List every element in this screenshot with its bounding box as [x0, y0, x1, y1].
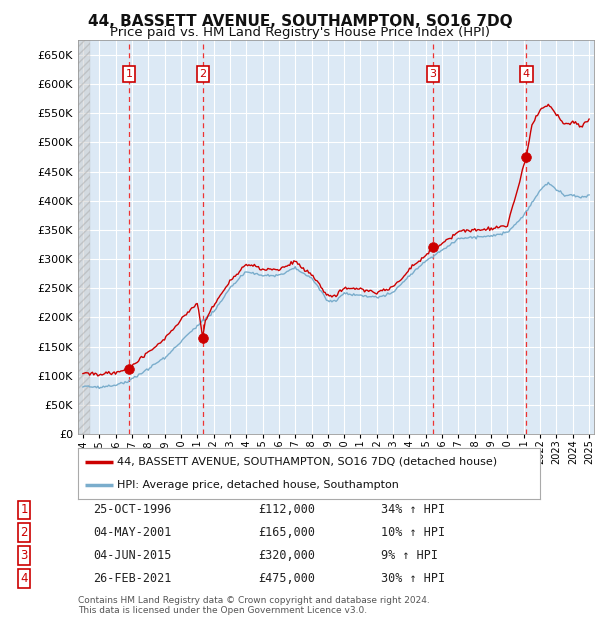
Text: 2: 2: [199, 69, 206, 79]
Bar: [78, 40, 90, 434]
Text: 2: 2: [20, 526, 28, 539]
Text: 4: 4: [523, 69, 530, 79]
Text: 44, BASSETT AVENUE, SOUTHAMPTON, SO16 7DQ: 44, BASSETT AVENUE, SOUTHAMPTON, SO16 7D…: [88, 14, 512, 29]
Text: 4: 4: [20, 572, 28, 585]
Text: 04-JUN-2015: 04-JUN-2015: [93, 549, 172, 562]
Text: Contains HM Land Registry data © Crown copyright and database right 2024.
This d: Contains HM Land Registry data © Crown c…: [78, 596, 430, 615]
Text: 44, BASSETT AVENUE, SOUTHAMPTON, SO16 7DQ (detached house): 44, BASSETT AVENUE, SOUTHAMPTON, SO16 7D…: [117, 457, 497, 467]
Text: 10% ↑ HPI: 10% ↑ HPI: [381, 526, 445, 539]
Text: £112,000: £112,000: [258, 503, 315, 516]
Text: 3: 3: [20, 549, 28, 562]
Text: 1: 1: [125, 69, 133, 79]
Text: 25-OCT-1996: 25-OCT-1996: [93, 503, 172, 516]
Text: 04-MAY-2001: 04-MAY-2001: [93, 526, 172, 539]
Text: £320,000: £320,000: [258, 549, 315, 562]
Text: Price paid vs. HM Land Registry's House Price Index (HPI): Price paid vs. HM Land Registry's House …: [110, 26, 490, 39]
Text: £475,000: £475,000: [258, 572, 315, 585]
Text: 9% ↑ HPI: 9% ↑ HPI: [381, 549, 438, 562]
Text: 30% ↑ HPI: 30% ↑ HPI: [381, 572, 445, 585]
Text: 26-FEB-2021: 26-FEB-2021: [93, 572, 172, 585]
Text: 1: 1: [20, 503, 28, 516]
Text: 3: 3: [430, 69, 436, 79]
Text: HPI: Average price, detached house, Southampton: HPI: Average price, detached house, Sout…: [117, 480, 399, 490]
Text: £165,000: £165,000: [258, 526, 315, 539]
Text: 34% ↑ HPI: 34% ↑ HPI: [381, 503, 445, 516]
